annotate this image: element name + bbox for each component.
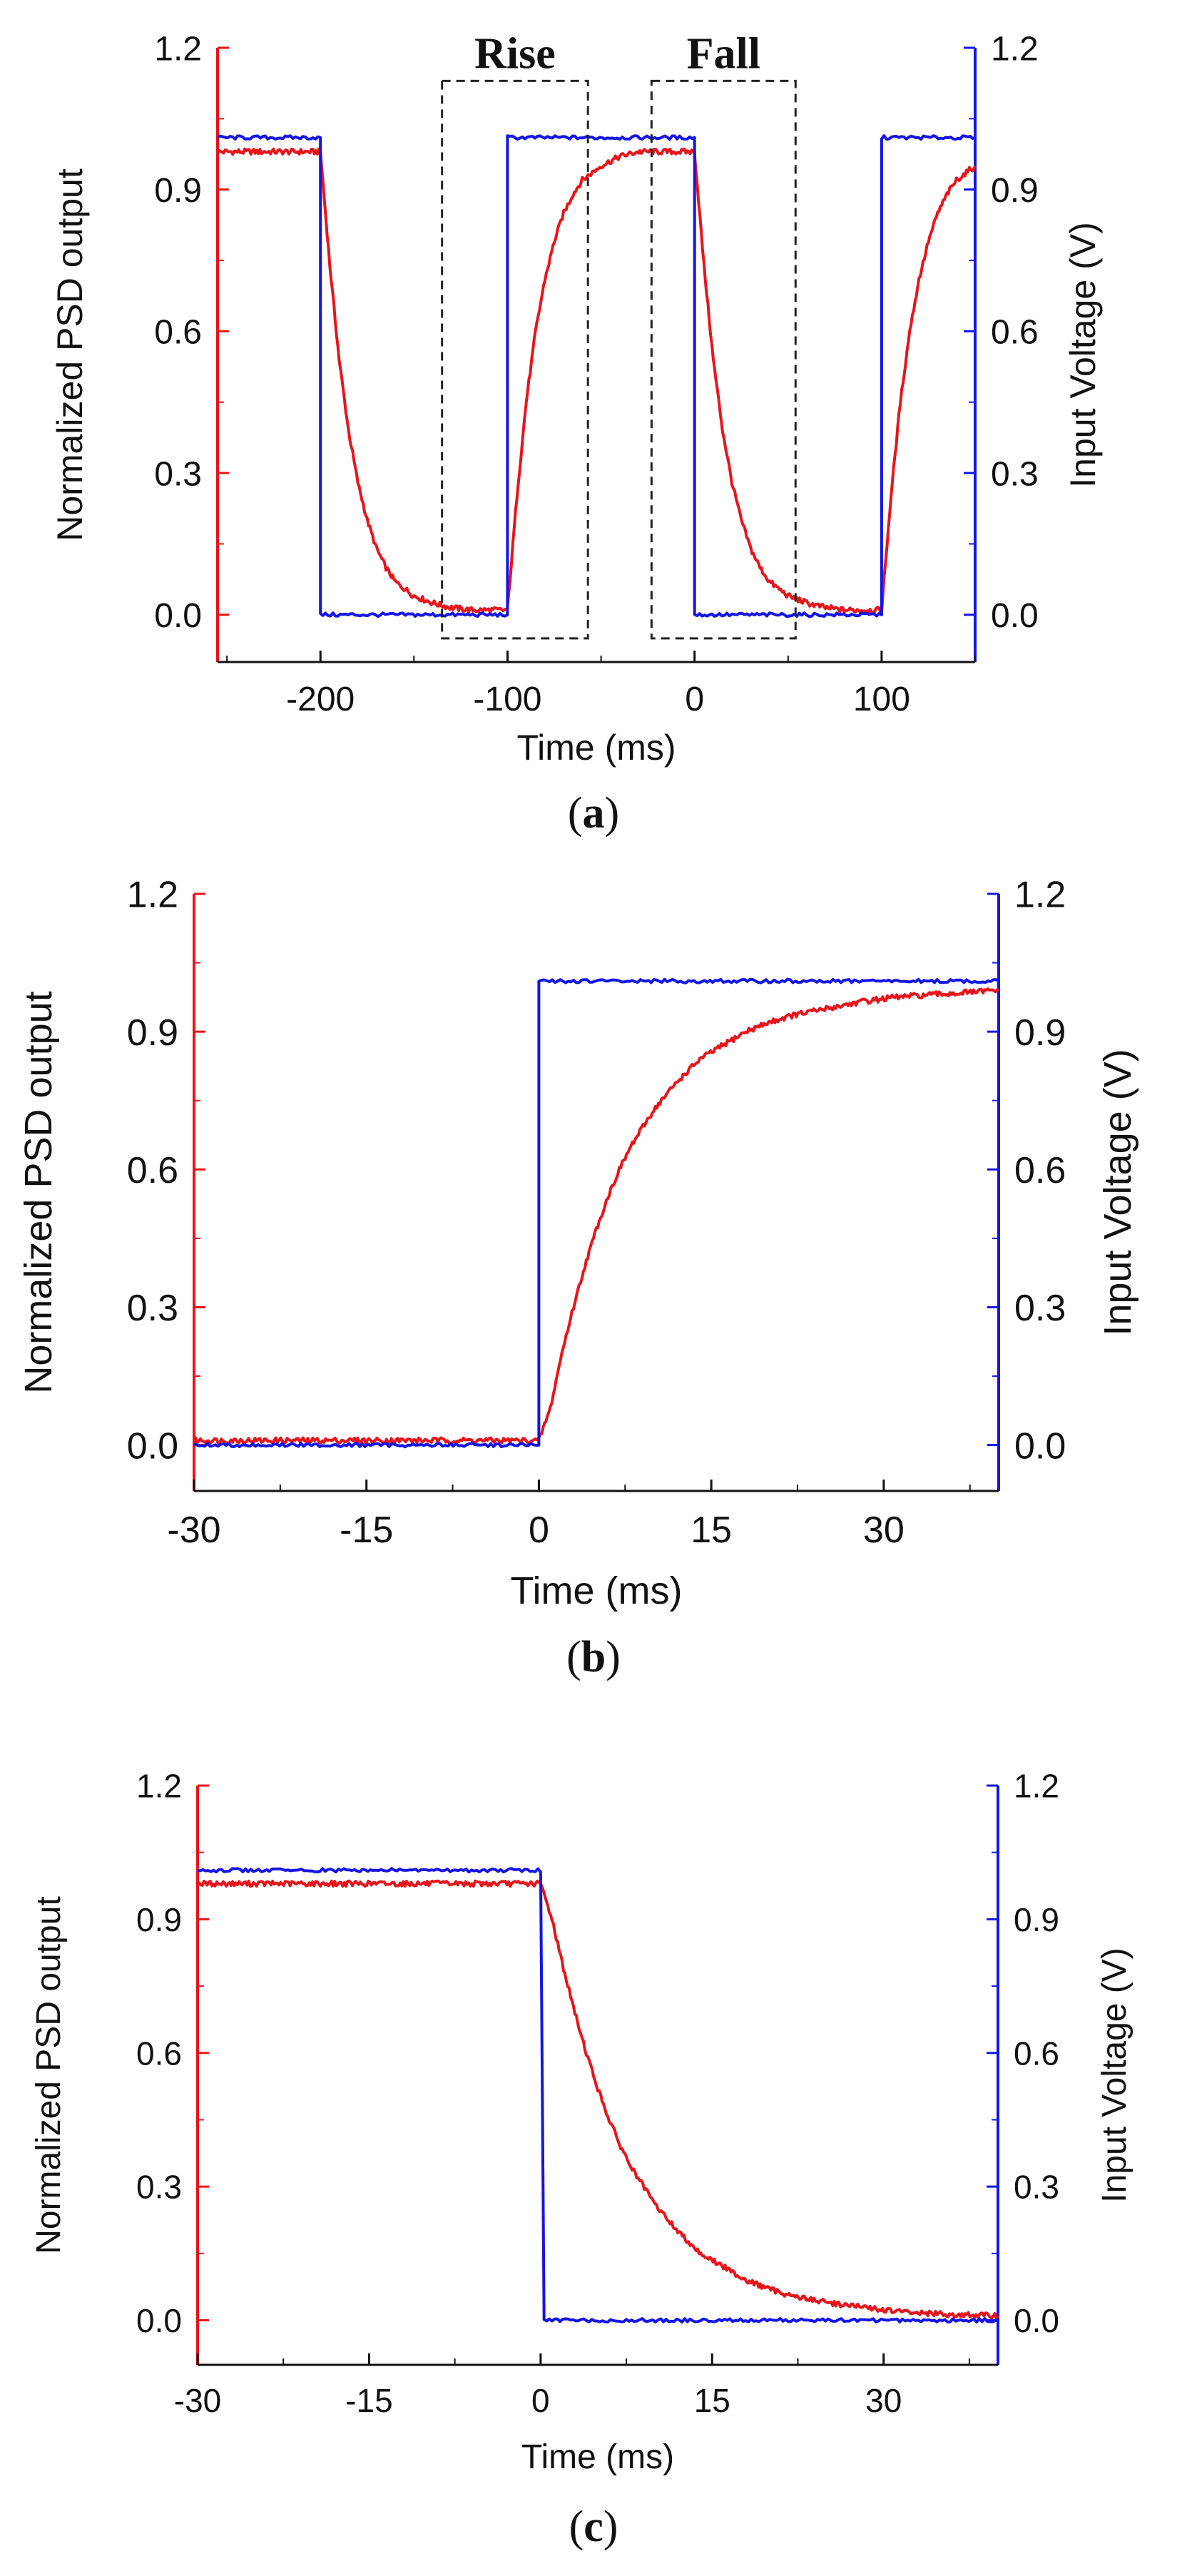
x-tick-label: -100 xyxy=(473,681,541,718)
x-tick-label: 15 xyxy=(691,1510,732,1551)
y-left-tick-label: 0.6 xyxy=(154,314,202,352)
y-left-tick-label: 0.0 xyxy=(154,597,202,635)
y-left-axis-title: Normalized PSD output xyxy=(30,1896,68,2254)
y-left-tick-label: 0.0 xyxy=(136,2302,182,2339)
input-voltage-line xyxy=(193,977,1000,1449)
x-tick-label: -30 xyxy=(174,2382,221,2419)
y-left-axis-title: Normalized PSD output xyxy=(50,168,90,541)
x-axis-title: Time (ms) xyxy=(511,1569,683,1612)
x-tick-label: -200 xyxy=(286,681,355,718)
psd-output-line xyxy=(193,987,999,1445)
x-tick-label: 15 xyxy=(694,2382,730,2419)
y-left-tick-label: 0.3 xyxy=(136,2169,182,2206)
y-right-tick-label: 0.9 xyxy=(1014,1012,1066,1054)
panel-caption-part: ( xyxy=(566,1633,581,1681)
y-left-tick-label: 0.3 xyxy=(127,1288,178,1329)
y-left-tick-label: 0.6 xyxy=(127,1150,178,1191)
x-axis-title: Time (ms) xyxy=(521,2438,674,2476)
panel-caption: (c) xyxy=(569,2503,618,2551)
psd-output-line xyxy=(196,1879,999,2320)
y-right-tick-label: 0.0 xyxy=(1014,1425,1066,1467)
panel-b: 0.0 0.0 0.3 0.3 0.6 0.6 0.9 0.9 1.2 1.2 -30 -15 0 15 3… xyxy=(17,875,1139,1681)
x-tick-label: 100 xyxy=(853,681,910,718)
y-right-axis-title: Input Voltage (V) xyxy=(1096,1948,1133,2203)
x-tick-label: 0 xyxy=(531,2382,550,2419)
panel-caption-part: ( xyxy=(568,789,583,838)
y-right-tick-label: 0.9 xyxy=(1014,1901,1059,1938)
y-right-tick-label: 0.3 xyxy=(1014,2169,1059,2206)
y-left-tick-label: 1.2 xyxy=(127,875,178,916)
y-left-tick-label: 1.2 xyxy=(154,30,202,68)
y-left-tick-label: 1.2 xyxy=(136,1768,182,1805)
panel-c: 0.0 0.0 0.3 0.3 0.6 0.6 0.9 0.9 1.2 1.2 -30 -15 0 15 3… xyxy=(30,1768,1133,2551)
panel-caption-part: ) xyxy=(605,789,620,838)
panel-caption-part: ) xyxy=(603,2503,618,2551)
x-tick-label: -15 xyxy=(340,1510,393,1551)
panel-a: 0.0 0.0 0.3 0.3 0.6 0.6 0.9 0.9 1.2 1.2 -200 -100 0 1… xyxy=(50,29,1103,838)
x-tick-label: 0 xyxy=(685,681,704,718)
y-right-tick-label: 1.2 xyxy=(1014,1768,1059,1805)
x-tick-label: -30 xyxy=(167,1510,220,1551)
y-right-tick-label: 0.3 xyxy=(1014,1288,1066,1329)
psd-output-line xyxy=(216,147,977,614)
input-voltage-line xyxy=(197,1867,999,2323)
annotation-label-fall: Fall xyxy=(687,29,760,78)
y-right-axis-title: Input Voltage (V) xyxy=(1096,1049,1139,1335)
y-right-tick-label: 1.2 xyxy=(991,30,1039,68)
y-right-tick-label: 0.6 xyxy=(1014,1150,1066,1191)
y-right-tick-label: 0.0 xyxy=(991,597,1039,635)
x-tick-label: 30 xyxy=(865,2382,902,2419)
panel-caption-part: c xyxy=(584,2503,603,2551)
annotation-box-fall xyxy=(650,79,797,640)
y-right-tick-label: 1.2 xyxy=(1014,875,1066,916)
y-left-tick-label: 0.0 xyxy=(127,1425,178,1467)
x-tick-label: 30 xyxy=(863,1510,905,1551)
x-axis-title: Time (ms) xyxy=(516,728,676,768)
y-right-tick-label: 0.6 xyxy=(991,314,1039,352)
input-voltage-line xyxy=(217,134,976,618)
panel-caption-part: ) xyxy=(606,1633,621,1681)
y-right-axis-title: Input Voltage (V) xyxy=(1063,222,1103,487)
y-left-tick-label: 0.9 xyxy=(127,1012,178,1054)
y-right-tick-label: 0.9 xyxy=(991,172,1039,210)
annotation-box-rise xyxy=(441,79,589,640)
y-right-tick-label: 0.0 xyxy=(1014,2302,1059,2339)
panel-caption-part: ( xyxy=(569,2503,584,2551)
panel-caption-part: a xyxy=(583,789,605,838)
panel-caption-part: b xyxy=(581,1633,606,1681)
y-left-axis-title: Normalized PSD output xyxy=(17,991,60,1393)
y-left-tick-label: 0.9 xyxy=(136,1901,182,1938)
y-left-tick-label: 0.9 xyxy=(154,172,202,210)
panel-caption: (a) xyxy=(568,789,619,838)
y-right-tick-label: 0.3 xyxy=(991,455,1039,493)
panel-caption: (b) xyxy=(566,1633,621,1681)
y-right-tick-label: 0.6 xyxy=(1014,2035,1059,2072)
annotation-label-rise: Rise xyxy=(474,29,556,78)
y-left-tick-label: 0.6 xyxy=(136,2035,182,2072)
y-left-tick-label: 0.3 xyxy=(154,455,202,493)
x-tick-label: 0 xyxy=(529,1510,549,1551)
x-tick-label: -15 xyxy=(345,2382,392,2419)
